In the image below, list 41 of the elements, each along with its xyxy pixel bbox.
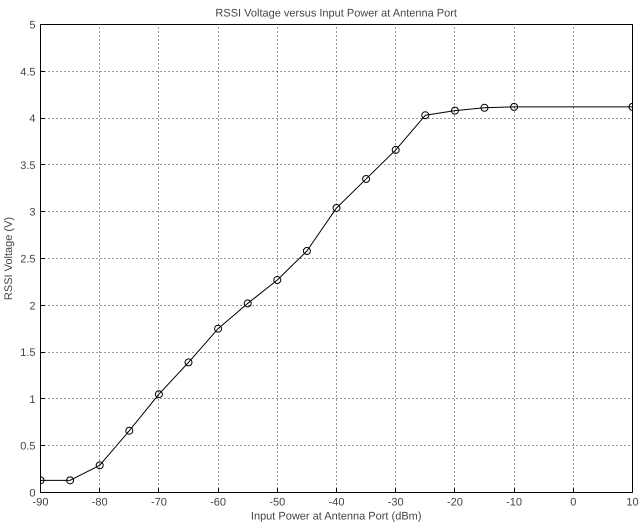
point [421, 111, 430, 120]
y-tick-label: 2.5 [20, 254, 36, 266]
point [214, 324, 222, 333]
point [184, 358, 192, 366]
x-tick-label: -20 [446, 496, 463, 508]
x-tick-label: -80 [92, 496, 108, 508]
y-tick-label: 4 [29, 113, 36, 126]
point [125, 426, 134, 435]
x-tick-label: -90 [32, 496, 48, 508]
point [273, 276, 282, 284]
point [332, 204, 340, 212]
point [450, 106, 459, 115]
x-tick-label: -30 [388, 496, 404, 508]
point [362, 174, 370, 183]
y-tick-label: 4.5 [20, 66, 36, 78]
x-tick-label: -60 [210, 496, 226, 508]
chart-title: RSSI Voltage versus Input Power at Antenna Port [215, 8, 457, 20]
y-tick-label: 0 [29, 488, 36, 500]
y-tick-label: 5 [29, 20, 36, 32]
point [244, 299, 252, 308]
point [510, 102, 518, 111]
x-axis-title: Input Power at Antenna Port (dBm) [250, 510, 422, 522]
point [154, 390, 163, 398]
x-tick-label: -50 [269, 496, 286, 508]
y-axis-title: RSSI Voltage (V) [3, 216, 16, 300]
y-tick-label: 1 [29, 394, 36, 406]
point [96, 461, 104, 470]
point [302, 247, 311, 256]
point [66, 476, 74, 484]
x-tick-label: -10 [506, 496, 522, 508]
y-tick-label: 2 [29, 300, 36, 312]
y-tick-label: 3.5 [20, 160, 36, 172]
point [392, 146, 400, 154]
point [480, 104, 488, 112]
x-tick-label: -70 [150, 496, 167, 508]
x-tick-label: 10 [626, 496, 639, 508]
y-tick-label: 3 [29, 206, 36, 219]
y-tick-label: 0.5 [20, 440, 36, 453]
x-tick-label: 0 [570, 496, 576, 508]
x-tick-label: -40 [328, 496, 344, 508]
y-tick-label: 1.5 [20, 347, 36, 360]
